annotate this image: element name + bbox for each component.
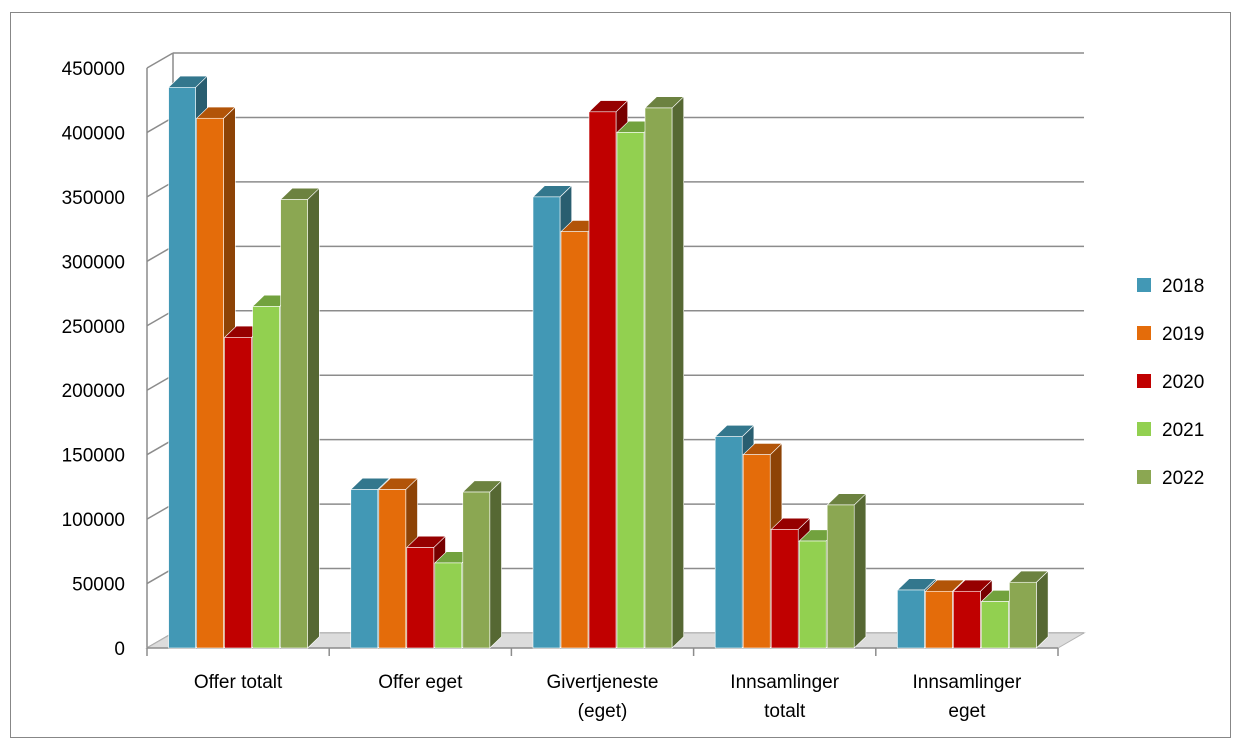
- bar-2019-0: [196, 117, 224, 649]
- bar-2018-4: [897, 589, 925, 649]
- category-label: (eget): [578, 701, 628, 722]
- legend-swatch-2020: [1137, 374, 1151, 388]
- y-tick-label: 400000: [62, 123, 125, 144]
- bar-side-2022: [671, 96, 685, 649]
- bar-2018-0: [168, 87, 196, 649]
- y-tick-label: 150000: [62, 446, 125, 467]
- y-tick-label: 300000: [62, 252, 125, 273]
- bar-side-2022: [307, 187, 320, 649]
- y-tick-label: 350000: [62, 188, 125, 209]
- bar-2020-4: [953, 590, 981, 649]
- y-tick-label: 250000: [62, 317, 125, 338]
- bar-2019-4: [925, 590, 953, 649]
- legend-label: 2021: [1162, 420, 1204, 441]
- chart-frame: [10, 12, 1231, 738]
- bar-2022-1: [462, 491, 491, 649]
- bar-2020-0: [224, 337, 252, 649]
- bar-side-2022: [853, 492, 867, 649]
- bar-2021-4: [981, 601, 1009, 649]
- bar-2019-2: [560, 231, 589, 649]
- bar-2021-3: [798, 540, 827, 649]
- category-label: Innsamlinger: [913, 672, 1022, 693]
- legend-swatch-2018: [1137, 278, 1151, 292]
- legend-swatch-2022: [1137, 470, 1151, 484]
- bar-2020-3: [770, 529, 799, 649]
- legend-label: 2019: [1162, 324, 1204, 345]
- legend-swatch-2019: [1137, 326, 1151, 340]
- category-label: Givertjeneste: [547, 672, 659, 693]
- bar-side-2022: [1036, 570, 1049, 649]
- category-label: totalt: [764, 701, 806, 722]
- category-label: Offer eget: [378, 672, 463, 693]
- bar-2019-1: [378, 489, 407, 649]
- y-tick-label: 450000: [62, 59, 125, 80]
- bar-2021-2: [616, 132, 645, 649]
- gridline-side: [146, 52, 174, 69]
- bar-2018-2: [532, 196, 561, 649]
- category-label: Offer totalt: [194, 672, 283, 693]
- legend-label: 2020: [1162, 372, 1204, 393]
- category-label: Innsamlinger: [730, 672, 839, 693]
- bar-2022-3: [826, 504, 855, 649]
- y-tick-label: 0: [114, 639, 125, 660]
- bar-2022-4: [1009, 581, 1037, 649]
- legend-swatch-2021: [1137, 422, 1151, 436]
- bar-2019-3: [742, 454, 771, 649]
- bar-2018-3: [714, 436, 743, 649]
- bar-2020-2: [588, 111, 617, 649]
- bar-2022-0: [280, 199, 308, 649]
- bar-2018-1: [350, 489, 379, 649]
- legend-label: 2018: [1162, 276, 1204, 297]
- bar-2020-1: [406, 547, 435, 649]
- y-tick-label: 50000: [72, 575, 125, 596]
- bar-2021-0: [252, 306, 280, 649]
- bar-side-2022: [489, 480, 502, 649]
- category-label: eget: [948, 701, 986, 722]
- y-tick-label: 100000: [62, 510, 125, 531]
- legend-label: 2022: [1162, 468, 1204, 489]
- bar-2022-2: [644, 107, 673, 649]
- y-tick-label: 200000: [62, 381, 125, 402]
- bar-2021-1: [434, 562, 463, 649]
